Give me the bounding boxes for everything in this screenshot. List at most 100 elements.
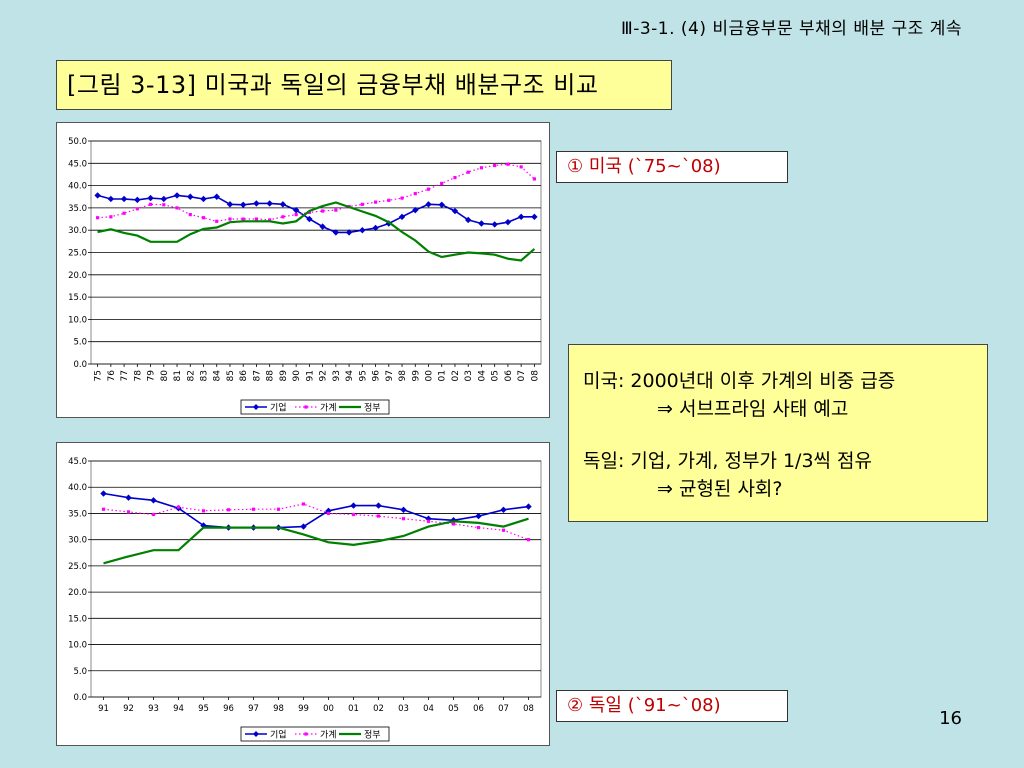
- data-point-corp: [398, 213, 406, 221]
- data-point-corp: [531, 213, 538, 221]
- data-point-household: [479, 166, 484, 170]
- data-point-corp: [517, 213, 525, 221]
- x-tick-label: 01: [348, 704, 359, 714]
- data-point-corp: [187, 193, 194, 200]
- data-point-corp: [400, 506, 407, 513]
- data-point-corp: [173, 192, 181, 199]
- data-point-corp: [500, 506, 507, 513]
- data-point-household: [526, 538, 531, 542]
- data-point-corp: [438, 201, 445, 208]
- x-tick-label: 88: [266, 370, 276, 382]
- data-point-corp: [412, 206, 419, 214]
- x-tick-label: 98: [273, 704, 284, 714]
- data-point-household: [276, 507, 281, 511]
- x-tick-label: 84: [213, 370, 223, 382]
- x-tick-label: 03: [464, 370, 474, 381]
- data-point-household: [453, 175, 457, 180]
- data-point-household: [326, 511, 331, 516]
- y-tick-label: 5.0: [73, 667, 87, 677]
- y-tick-label: 0.0: [73, 693, 87, 703]
- x-tick-label: 07: [498, 704, 509, 714]
- x-tick-label: 04: [477, 370, 487, 382]
- x-tick-label: 94: [345, 370, 355, 382]
- legend-label-household: 가계: [320, 402, 337, 414]
- germany-debt-chart-svg: 0.0 5.0 10.0 15.0 20.0 25.0 30.0 35.0 40.0 45.0 91…: [68, 457, 542, 742]
- series-line-corp: [103, 492, 529, 529]
- x-tick-label: 02: [451, 370, 461, 381]
- x-tick-label: 93: [148, 704, 159, 714]
- data-point-household: [228, 217, 232, 221]
- x-tick-label: 99: [411, 370, 421, 382]
- y-tick-label: 10.0: [68, 641, 87, 651]
- x-tick-label: 00: [323, 704, 334, 714]
- x-tick-label: 06: [473, 704, 484, 714]
- data-point-household: [175, 206, 179, 210]
- x-tick-label: 83: [200, 370, 210, 381]
- analysis-note: 미국: 2000년대 이후 가계의 비중 급증 ⇒ 서브프라임 사태 예고 독일…: [568, 344, 988, 522]
- x-tick-label: 96: [223, 704, 234, 714]
- y-tick-label: 45.0: [68, 159, 87, 169]
- plot-area: [90, 460, 542, 698]
- data-point-household: [360, 202, 364, 206]
- data-point-household: [294, 212, 298, 217]
- data-point-household: [426, 187, 431, 191]
- data-point-corp: [226, 201, 234, 208]
- data-point-household: [387, 198, 391, 202]
- data-point-household: [151, 512, 156, 517]
- data-point-household: [281, 215, 285, 219]
- legend-label-corp: 기업: [270, 403, 287, 414]
- data-point-corp: [300, 523, 307, 530]
- x-tick-label: 07: [517, 370, 527, 381]
- data-point-household: [400, 196, 404, 200]
- legend-label-government: 정부: [364, 730, 381, 741]
- data-point-household: [201, 509, 206, 513]
- y-tick-label: 40.0: [68, 182, 87, 192]
- x-tick-label: 90: [292, 370, 302, 382]
- x-tick-label: 80: [160, 370, 170, 382]
- slide-header: Ⅲ-3-1. (4) 비금융부문 부채의 배분 구조 계속: [621, 19, 962, 39]
- data-point-household: [251, 507, 256, 511]
- data-point-household: [376, 514, 381, 518]
- x-tick-label: 75: [94, 370, 104, 381]
- data-point-household: [176, 505, 181, 509]
- x-tick-label: 81: [173, 370, 183, 381]
- data-point-corp: [200, 195, 207, 203]
- legend-marker-corp: [253, 404, 259, 410]
- data-point-corp: [120, 195, 128, 203]
- data-point-corp: [107, 195, 115, 203]
- x-tick-label: 91: [98, 704, 109, 714]
- data-point-household: [493, 163, 497, 168]
- data-point-corp: [160, 195, 167, 203]
- series-line-corp: [97, 194, 535, 234]
- series-line-household: [97, 163, 535, 222]
- data-point-corp: [504, 218, 512, 226]
- data-point-household: [126, 510, 131, 514]
- data-point-household: [226, 508, 231, 512]
- data-point-household: [201, 216, 206, 220]
- data-point-corp: [147, 194, 154, 202]
- x-tick-label: 94: [173, 704, 184, 714]
- x-tick-label: 97: [248, 704, 259, 714]
- x-tick-label: 89: [279, 370, 289, 382]
- data-point-corp: [451, 207, 459, 215]
- x-tick-label: 86: [239, 370, 249, 382]
- data-point-household: [96, 216, 100, 220]
- data-point-corp: [94, 192, 101, 199]
- x-tick-label: 06: [504, 370, 514, 382]
- x-tick-label: 04: [423, 704, 434, 714]
- data-point-household: [135, 207, 139, 211]
- data-point-corp: [279, 201, 287, 208]
- data-point-household: [241, 217, 245, 221]
- data-point-household: [476, 526, 481, 530]
- data-point-household: [519, 165, 523, 169]
- data-point-corp: [306, 215, 313, 223]
- data-point-household: [122, 211, 126, 215]
- data-point-corp: [350, 502, 357, 509]
- data-point-corp: [475, 512, 482, 520]
- x-tick-label: 08: [523, 704, 534, 714]
- data-point-household: [162, 203, 166, 207]
- data-point-corp: [125, 494, 132, 501]
- data-point-corp: [240, 201, 247, 208]
- y-tick-label: 35.0: [68, 204, 87, 214]
- data-point-household: [148, 202, 153, 206]
